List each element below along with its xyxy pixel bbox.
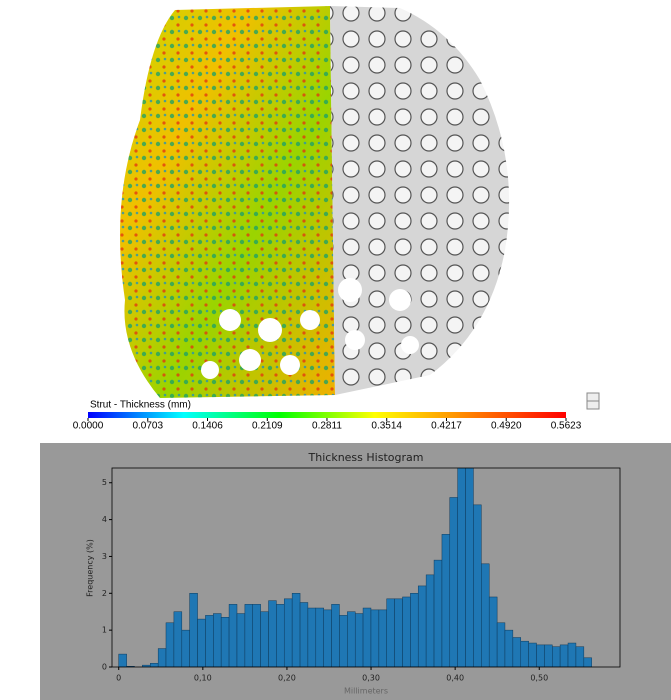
- bar: [118, 653, 127, 667]
- bar: [268, 600, 277, 667]
- bar: [181, 629, 190, 667]
- histogram: Thickness Histogram Millimeters Frequenc…: [86, 451, 621, 696]
- bar: [354, 613, 364, 667]
- tick-label: 0.0703: [132, 421, 163, 432]
- tick-label: 0.4217: [431, 421, 462, 432]
- y-tick-label: 0: [102, 663, 107, 672]
- bar: [504, 629, 514, 667]
- bar: [299, 602, 309, 667]
- bar: [552, 646, 561, 667]
- x-tick-label: 0,20: [278, 674, 296, 683]
- histogram-title: Thickness Histogram: [308, 451, 424, 464]
- bar: [441, 534, 451, 667]
- bar: [228, 604, 238, 667]
- bar: [528, 642, 537, 667]
- render-3d: [120, 6, 510, 398]
- tick-label: 0.3514: [371, 421, 402, 432]
- y-tick-label: 5: [102, 478, 107, 487]
- bar: [449, 497, 458, 667]
- bar: [260, 611, 269, 667]
- bar: [307, 607, 317, 667]
- bar: [465, 468, 474, 667]
- bar: [567, 642, 577, 667]
- bar: [165, 622, 175, 667]
- x-axis-label: Millimeters: [344, 687, 388, 696]
- x-tick-label: 0,40: [446, 674, 464, 683]
- bar: [213, 613, 222, 667]
- bar: [291, 593, 301, 667]
- bar: [189, 593, 198, 667]
- y-tick-label: 2: [102, 589, 107, 598]
- tick-label: 0.2109: [252, 421, 283, 432]
- tick-label: 0.0000: [73, 421, 104, 432]
- bar: [173, 611, 183, 667]
- bar: [575, 646, 585, 667]
- tick-label: 0.5623: [551, 421, 582, 432]
- bar: [417, 585, 427, 667]
- bar: [331, 604, 340, 667]
- bar: [323, 609, 332, 667]
- bar: [559, 644, 569, 667]
- bar: [205, 615, 214, 667]
- bar: [544, 644, 553, 667]
- colorbar-title: Strut - Thickness (mm): [90, 400, 191, 411]
- bar: [425, 574, 435, 667]
- bar: [488, 596, 498, 667]
- plot-frame: [111, 467, 621, 668]
- bar: [362, 607, 372, 667]
- colorbar-bar: [88, 412, 566, 418]
- bar: [157, 648, 167, 667]
- x-tick-label: 0,30: [362, 674, 380, 683]
- bars: [118, 468, 592, 667]
- bar: [536, 644, 545, 667]
- bar: [583, 657, 592, 667]
- tick-label: 0.2811: [312, 421, 342, 432]
- y-tick-label: 1: [102, 626, 107, 635]
- bar: [402, 596, 411, 667]
- bar: [315, 607, 324, 667]
- bar: [520, 640, 529, 667]
- x-tick-label: 0,50: [530, 674, 548, 683]
- bar: [481, 563, 490, 667]
- bar: [370, 609, 380, 667]
- bar: [150, 663, 159, 667]
- bar: [473, 504, 482, 667]
- tick-label: 0.4920: [491, 421, 522, 432]
- y-tick-label: 3: [102, 552, 107, 561]
- bar: [347, 611, 356, 667]
- bar: [457, 468, 466, 667]
- bar: [433, 559, 443, 667]
- bar: [378, 609, 387, 667]
- x-tick-label: 0: [116, 674, 121, 683]
- bar: [244, 604, 253, 667]
- bar: [283, 598, 293, 667]
- x-tick-label: 0,10: [194, 674, 212, 683]
- y-tick-label: 4: [102, 515, 107, 524]
- y-axis-label: Frequency (%): [86, 539, 95, 597]
- bar: [236, 613, 246, 667]
- bar: [276, 604, 285, 667]
- colorbar: Strut - Thickness (mm) 0.0000 0.0703 0.140…: [73, 400, 582, 432]
- bar: [386, 598, 395, 667]
- view-icon[interactable]: [586, 392, 600, 410]
- bar: [410, 593, 419, 667]
- bar: [512, 637, 522, 667]
- bar: [394, 598, 403, 667]
- bar: [220, 617, 230, 667]
- bar: [496, 622, 506, 667]
- bar: [197, 618, 206, 667]
- bar: [339, 615, 348, 667]
- tick-label: 0.1406: [192, 421, 223, 432]
- bar: [252, 604, 261, 667]
